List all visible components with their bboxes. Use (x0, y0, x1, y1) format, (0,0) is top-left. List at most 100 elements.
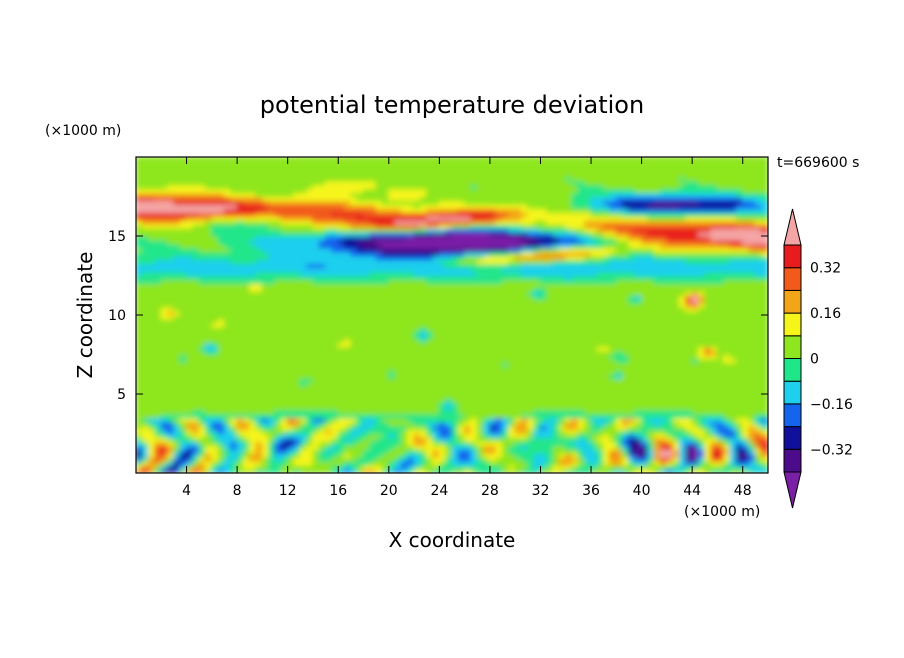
heatmap-cell (312, 381, 320, 387)
heatmap-cell (167, 428, 175, 435)
heatmap-cell (641, 381, 649, 387)
heatmap-cell (306, 432, 314, 439)
heatmap-cell (325, 353, 333, 360)
heatmap-cell (185, 278, 194, 284)
heatmap-cell (432, 326, 440, 332)
heatmap-cell (622, 385, 630, 391)
heatmap-cell (249, 405, 257, 411)
heatmap-cell (223, 286, 232, 292)
heatmap-cell (464, 286, 472, 292)
heatmap-cell (381, 397, 390, 403)
heatmap-cell (483, 369, 491, 375)
heatmap-cell (312, 409, 320, 415)
heatmap-cell (704, 421, 712, 427)
heatmap-cell (735, 286, 744, 292)
heatmap-cell (641, 425, 649, 431)
heatmap-cell (167, 306, 175, 312)
heatmap-cell (299, 421, 308, 427)
heatmap-cell (577, 373, 586, 379)
heatmap-cell (501, 464, 510, 470)
heatmap-cell (388, 349, 396, 356)
heatmap-cell (697, 342, 706, 348)
heatmap-cell (438, 290, 447, 296)
heatmap-cell (223, 326, 232, 332)
heatmap-cell (451, 444, 459, 450)
heatmap-cell (590, 377, 598, 383)
heatmap-cell (742, 381, 750, 387)
heatmap-cell (280, 381, 289, 387)
heatmap-cell (451, 409, 459, 415)
heatmap-cell (192, 318, 200, 324)
heatmap-cell (552, 444, 561, 450)
heatmap-cell (533, 452, 542, 458)
heatmap-cell (653, 365, 662, 371)
heatmap-cell (457, 468, 466, 473)
heatmap-cell (167, 456, 175, 462)
heatmap-cell (666, 318, 674, 324)
heatmap-cell (501, 385, 510, 391)
heatmap-cell (697, 302, 706, 308)
heatmap-cell (350, 314, 358, 320)
heatmap-cell (173, 349, 181, 356)
heatmap-cell (609, 381, 617, 387)
heatmap-cell (413, 326, 421, 332)
heatmap-cell (672, 409, 681, 415)
heatmap-cell (362, 361, 371, 367)
heatmap-cell (742, 290, 750, 296)
heatmap-cell (230, 436, 238, 442)
heatmap-cell (331, 413, 339, 419)
heatmap-cell (729, 282, 737, 288)
heatmap-cell (501, 330, 510, 336)
heatmap-cell (489, 361, 497, 367)
heatmap-cell (533, 440, 542, 446)
heatmap-cell (369, 346, 377, 352)
heatmap-cell (318, 421, 327, 427)
heatmap-cell (476, 468, 485, 473)
heatmap-cell (476, 298, 485, 304)
heatmap-cell (438, 302, 447, 308)
heatmap-cell (198, 310, 207, 316)
heatmap-cell (697, 432, 706, 439)
heatmap-cell (394, 310, 403, 316)
heatmap-cell (678, 421, 687, 427)
heatmap-cell (400, 436, 409, 442)
heatmap-cell (501, 456, 510, 462)
heatmap-cell (653, 334, 662, 340)
heatmap-cell (249, 302, 257, 308)
heatmap-cell (723, 294, 731, 300)
heatmap-cell (261, 456, 270, 462)
heatmap-cell (470, 397, 478, 403)
heatmap-cell (520, 397, 529, 403)
heatmap-cell (204, 290, 213, 296)
heatmap-cell (470, 373, 478, 379)
heatmap-cell (748, 448, 756, 454)
heatmap-cell (261, 381, 270, 387)
heatmap-cell (754, 342, 763, 348)
heatmap-cell (685, 338, 693, 344)
heatmap-cell (318, 448, 327, 454)
heatmap-cell (261, 278, 270, 284)
heatmap-cell (198, 468, 207, 473)
heatmap-cell (438, 353, 447, 360)
heatmap-cell (261, 468, 270, 473)
heatmap-cell (723, 310, 731, 316)
heatmap-cell (154, 448, 162, 454)
heatmap-cell (483, 425, 491, 431)
heatmap-cell (470, 290, 478, 296)
heatmap-cell (242, 298, 251, 304)
heatmap-cell (198, 322, 207, 328)
heatmap-cell (280, 401, 289, 407)
heatmap-cell (331, 278, 339, 284)
heatmap-cell (678, 373, 687, 379)
heatmap-cell (312, 294, 320, 300)
heatmap-cell (343, 405, 352, 411)
heatmap-cell (337, 302, 346, 308)
heatmap-cell (325, 389, 333, 395)
heatmap-cell (242, 460, 251, 466)
heatmap-cell (179, 334, 188, 340)
heatmap-cell (249, 409, 257, 415)
heatmap-cell (653, 278, 662, 284)
heatmap-cell (160, 357, 169, 363)
heatmap-cell (350, 405, 358, 411)
heatmap-cell (495, 440, 504, 446)
